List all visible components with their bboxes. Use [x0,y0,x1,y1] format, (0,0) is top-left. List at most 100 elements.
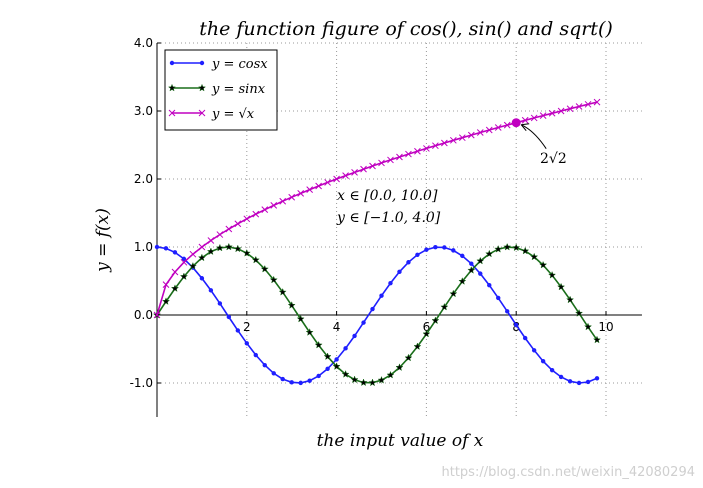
data-point-sqrt [360,165,367,173]
data-point-sqrt [441,139,448,147]
data-point-cos [325,366,330,371]
data-point-cos [540,358,546,364]
data-point-sqrt [333,175,340,183]
data-point-sin [583,322,593,331]
data-point-cos [415,252,420,257]
data-point-sqrt [288,193,296,201]
data-point-cos [154,244,160,250]
data-point-sin [341,369,350,378]
data-point-cos [334,357,339,362]
series-sin [152,242,602,387]
data-point-sin [233,244,242,253]
series-sqrt [153,98,601,319]
annotation-2sqrt2-label: 2√2 [540,151,567,167]
data-point-cos [585,379,591,385]
data-point-sin [467,265,476,274]
data-point-sqrt [485,126,493,134]
data-point-cos [226,314,232,320]
y-tick-label: -1.0 [130,376,153,390]
data-point-sqrt [189,250,197,258]
data-point-cos [271,371,276,376]
data-point-cos [253,352,258,358]
annotation-y-range: y ∈ [−1.0, 4.0] [336,210,441,226]
data-point-sin [476,256,485,265]
data-point-sqrt [467,131,475,139]
data-point-sqrt [153,311,161,319]
data-point-cos [181,256,187,262]
y-tick-label: 4.0 [134,36,153,50]
data-point-sqrt [458,134,466,142]
data-point-sin [359,378,368,387]
data-point-sin [188,261,197,270]
x-tick-label: 10 [598,320,613,334]
data-point-sqrt [575,103,583,110]
data-point-sin [485,249,494,258]
data-point-sin [539,260,548,269]
data-point-cos [388,280,393,286]
data-point-sin [215,243,224,252]
data-point-cos [406,260,411,265]
data-point-sin [305,328,314,336]
data-point-cos [379,293,384,298]
data-point-cos [567,379,573,384]
data-point-cos [531,348,537,353]
data-point-cos [343,346,348,351]
data-point-sin [440,302,449,311]
x-axis-label: the input value of x [317,431,484,451]
x-tick-label: 4 [333,320,341,334]
data-point-sqrt [494,124,502,131]
data-point-sin [521,246,530,255]
data-point-cos [217,301,223,306]
axes [156,43,642,417]
data-point-cos [199,276,205,281]
data-point-sqrt [252,210,260,218]
legend-marker-cos [169,60,175,66]
data-point-sqrt [342,172,349,179]
data-point-sqrt [423,145,430,152]
y-axis-label: y = f(x) [93,208,113,273]
data-point-sqrt [297,190,305,197]
data-point-sin [350,375,359,384]
data-point-cos [576,380,582,386]
data-point-cos [451,248,456,253]
series-line-sqrt [156,101,598,316]
y-tick-label: 0.0 [134,308,153,322]
annotation-x-range: x ∈ [0.0, 10.0] [337,188,438,204]
data-point-cos [397,269,402,275]
data-point-sqrt [405,150,412,158]
x-tick-label: 6 [423,320,431,334]
data-point-cos [442,245,447,250]
data-point-cos [208,288,214,293]
data-point-cos [594,376,600,381]
data-point-cos [235,328,241,333]
data-point-sin [242,248,251,257]
data-point-sqrt [243,215,251,223]
data-point-sin [260,264,269,273]
data-point-sqrt [449,136,457,144]
data-point-sqrt [180,258,188,266]
data-point-cos [549,367,555,373]
legend: y = cosx y = sinx y = √x [164,49,278,131]
data-point-cos [316,373,321,379]
data-point-cos [505,309,510,314]
legend-label-sin: y = sinx [211,82,266,97]
data-point-sqrt [225,225,233,233]
legend-marker-sqrt [198,109,206,117]
data-point-sin [431,316,440,325]
data-point-cos [424,247,429,252]
data-point-sin [422,329,431,338]
data-point-sqrt [432,142,439,150]
data-point-cos [172,250,178,255]
data-point-sqrt [279,197,287,205]
legend-label-sqrt: y = √x [211,107,255,122]
y-tick-label: 2.0 [134,172,153,186]
data-point-sin [224,242,233,251]
x-ticks: 246810 [243,311,614,334]
data-point-sqrt [566,105,574,113]
data-point-sqrt [306,186,314,193]
data-point-sqrt [476,129,484,136]
data-point-cos [307,378,312,383]
data-point-cos [262,362,267,368]
data-point-cos [478,271,483,276]
